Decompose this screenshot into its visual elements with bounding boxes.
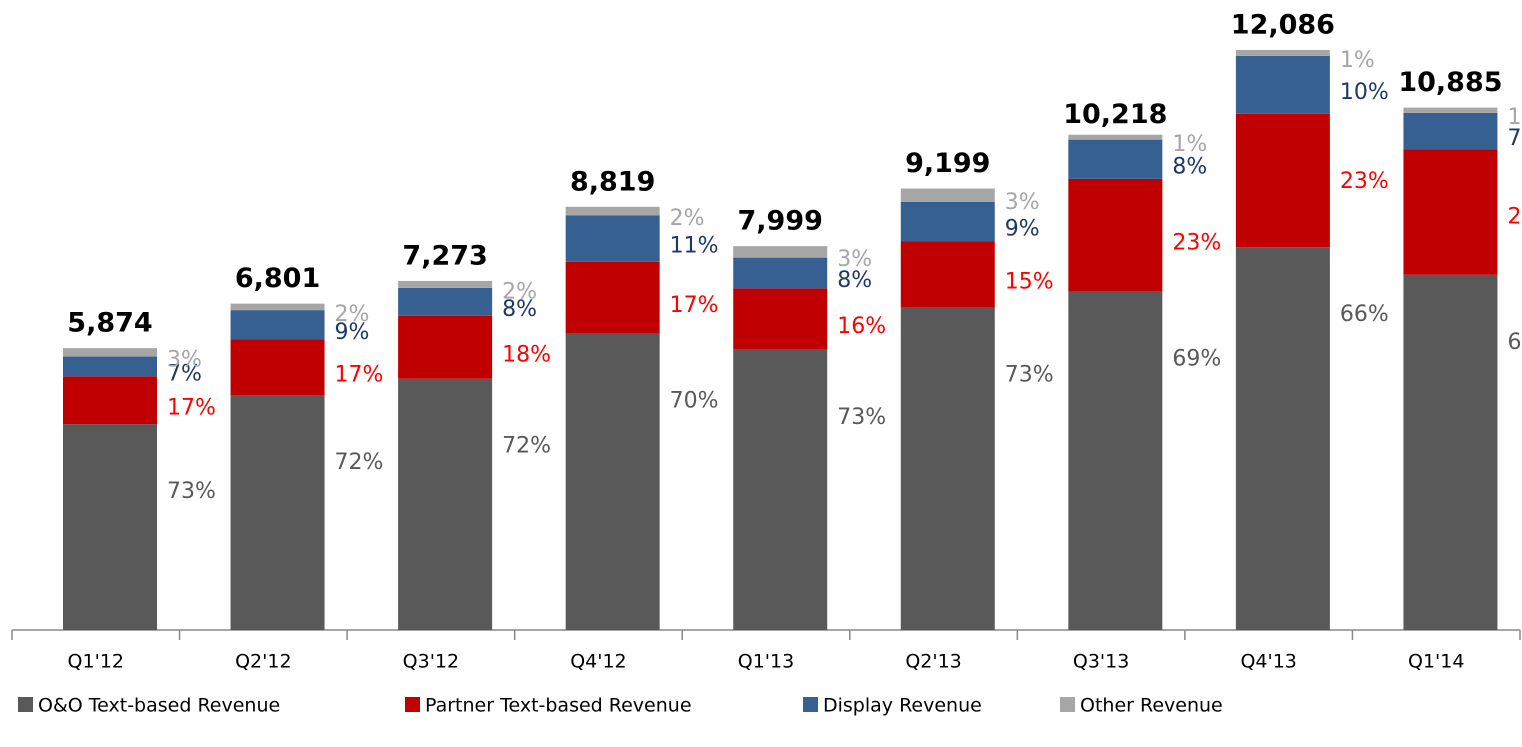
value-label: 72% [502, 434, 551, 459]
value-label: 18% [502, 342, 551, 367]
bar-segment [230, 310, 325, 340]
value-label: 8% [502, 297, 537, 322]
total-label: 10,885 [1398, 67, 1502, 98]
bar-segment [900, 188, 995, 202]
value-label: 68% [1507, 330, 1522, 355]
bar-segment [1068, 134, 1163, 140]
legend-swatch [18, 697, 33, 712]
bar-segment [733, 288, 828, 350]
value-label: 17% [335, 362, 384, 387]
bar-segment [900, 201, 995, 242]
total-label: 7,273 [402, 240, 487, 271]
bar-segment [733, 257, 828, 289]
x-tick-label: Q4'13 [1240, 651, 1296, 673]
value-label: 73% [837, 405, 886, 430]
x-tick-label: Q1'13 [738, 651, 794, 673]
value-label: 17% [670, 293, 719, 318]
value-label: 72% [335, 450, 384, 475]
value-label: 73% [1005, 363, 1054, 388]
legend-label: Other Revenue [1080, 695, 1223, 717]
x-tick-label: Q1'12 [68, 651, 124, 673]
value-label: 24% [1507, 204, 1522, 229]
bar-segment [398, 378, 493, 630]
value-label: 7% [1507, 126, 1522, 151]
bar-segment [565, 206, 660, 216]
value-label: 2% [502, 279, 537, 304]
total-label: 5,874 [67, 308, 152, 339]
total-label: 12,086 [1231, 10, 1335, 41]
bar-segment [1403, 107, 1498, 113]
legend-swatch [803, 697, 818, 712]
value-label: 8% [837, 268, 872, 293]
legend-label: Display Revenue [823, 695, 982, 717]
x-tick-label: Q3'13 [1073, 651, 1129, 673]
bar-segment [1068, 291, 1163, 630]
x-tick-label: Q4'12 [570, 651, 626, 673]
bar-segment [63, 348, 157, 357]
value-label: 23% [1172, 230, 1221, 255]
bar-segment [565, 261, 660, 334]
value-label: 2% [335, 302, 370, 327]
bar-segment [398, 287, 493, 316]
bar-segment [230, 339, 325, 396]
value-label: 1% [1172, 132, 1207, 157]
bar-segment [900, 307, 995, 630]
x-tick-label: Q1'14 [1408, 651, 1464, 673]
value-label: 10% [1340, 80, 1389, 105]
value-label: 9% [335, 320, 370, 345]
value-label: 73% [167, 479, 216, 504]
value-label: 23% [1340, 169, 1389, 194]
value-label: 66% [1340, 302, 1389, 327]
total-label: 9,199 [905, 148, 990, 179]
value-label: 3% [1005, 190, 1040, 215]
bar-segment [63, 376, 157, 425]
bar-segment [1235, 247, 1330, 630]
bar-segment [733, 349, 828, 630]
value-label: 11% [670, 234, 719, 259]
bar-segment [1235, 113, 1330, 248]
legend-swatch [405, 697, 420, 712]
value-label: 8% [1172, 154, 1207, 179]
value-label: 2% [670, 206, 705, 231]
value-label: 69% [1172, 347, 1221, 372]
value-label: 1% [1507, 105, 1522, 130]
value-label: 3% [837, 247, 872, 272]
total-label: 8,819 [570, 166, 655, 197]
x-tick-label: Q2'12 [235, 651, 291, 673]
bar-segment [900, 241, 995, 308]
bar-segment [63, 424, 157, 630]
value-label: 15% [1005, 270, 1054, 295]
bar-segment [398, 315, 493, 379]
legend-swatch [1060, 697, 1075, 712]
bar-segment [398, 280, 493, 288]
bar-segment [565, 333, 660, 630]
total-label: 7,999 [738, 206, 823, 237]
bar-segment [565, 215, 660, 262]
value-label: 9% [1005, 217, 1040, 242]
bar-segment [1403, 274, 1498, 630]
bar-segment [1235, 55, 1330, 114]
bar-segment [1235, 50, 1330, 56]
bar-segment [733, 246, 828, 258]
value-label: 3% [167, 347, 202, 372]
bar-segment [230, 303, 325, 311]
bar-segment [230, 395, 325, 630]
total-label: 10,218 [1063, 99, 1167, 130]
x-tick-label: Q3'12 [403, 651, 459, 673]
bar-segment [1403, 149, 1498, 275]
value-label: 17% [167, 395, 216, 420]
bar-segment [1068, 139, 1163, 179]
bar-segment [1068, 178, 1163, 292]
legend-label: Partner Text-based Revenue [425, 695, 692, 717]
bar-segment [1403, 112, 1498, 150]
bar-segment [63, 356, 157, 377]
legend-label: O&O Text-based Revenue [38, 695, 280, 717]
value-label: 7% [167, 361, 202, 386]
x-tick-label: Q2'13 [905, 651, 961, 673]
value-label: 16% [837, 314, 886, 339]
value-label: 70% [670, 389, 719, 414]
value-label: 1% [1340, 48, 1375, 73]
total-label: 6,801 [235, 263, 320, 294]
